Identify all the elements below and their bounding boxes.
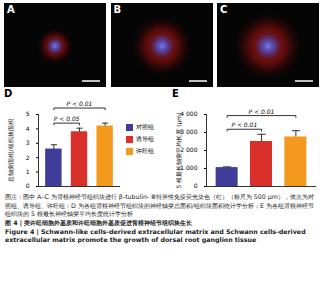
html-text:对照组: 对照组 (136, 122, 154, 130)
html-text:许旺组: 许旺组 (136, 146, 154, 154)
html-text:C: C (220, 4, 228, 15)
svg-text:4 000: 4 000 (180, 110, 197, 117)
svg-text:P < 0.01: P < 0.01 (67, 100, 93, 107)
html-text:D: D (4, 88, 13, 99)
svg-text:4: 4 (26, 125, 30, 132)
svg-text:1 000: 1 000 (180, 164, 197, 171)
html-text:图 4 | 类许旺细胞外基质和许旺细胞外基质促进背根神经节组: 图 4 | 类许旺细胞外基质和许旺细胞外基质促进背根神经节组织块生长 (5, 219, 193, 227)
svg-text:0: 0 (194, 182, 198, 189)
html-text:图注：图中 A–C 为背根神经节组织块进行 β-tubuli: 图注：图中 A–C 为背根神经节组织块进行 β-tubulin- Ⅲ特异性免疫荧… (5, 193, 314, 218)
html-text:诱导组: 诱导组 (136, 134, 154, 142)
html-text:E: E (172, 88, 179, 99)
svg-text:3: 3 (26, 139, 30, 146)
svg-text:P < 0.05: P < 0.05 (54, 115, 80, 122)
svg-text:总轴突面积/组织块面积: 总轴突面积/组织块面积 (7, 119, 14, 182)
svg-text:1: 1 (26, 168, 30, 175)
svg-text:P < 0.01: P < 0.01 (231, 121, 257, 128)
svg-text:5 根最长轴突平均长度 (μm): 5 根最长轴突平均长度 (μm) (175, 113, 183, 189)
html-text:Figure 4 | Schwann-like cells-: Figure 4 | Schwann-like cells-derived ex… (5, 227, 306, 244)
svg-text:5: 5 (26, 110, 30, 117)
svg-text:P < 0.01: P < 0.01 (249, 108, 275, 115)
svg-text:2 000: 2 000 (180, 146, 197, 153)
html-text:B: B (113, 4, 122, 15)
svg-text:2: 2 (26, 154, 30, 161)
svg-text:3 000: 3 000 (180, 128, 197, 135)
html-text:A: A (7, 4, 15, 15)
svg-text:0: 0 (26, 182, 30, 189)
